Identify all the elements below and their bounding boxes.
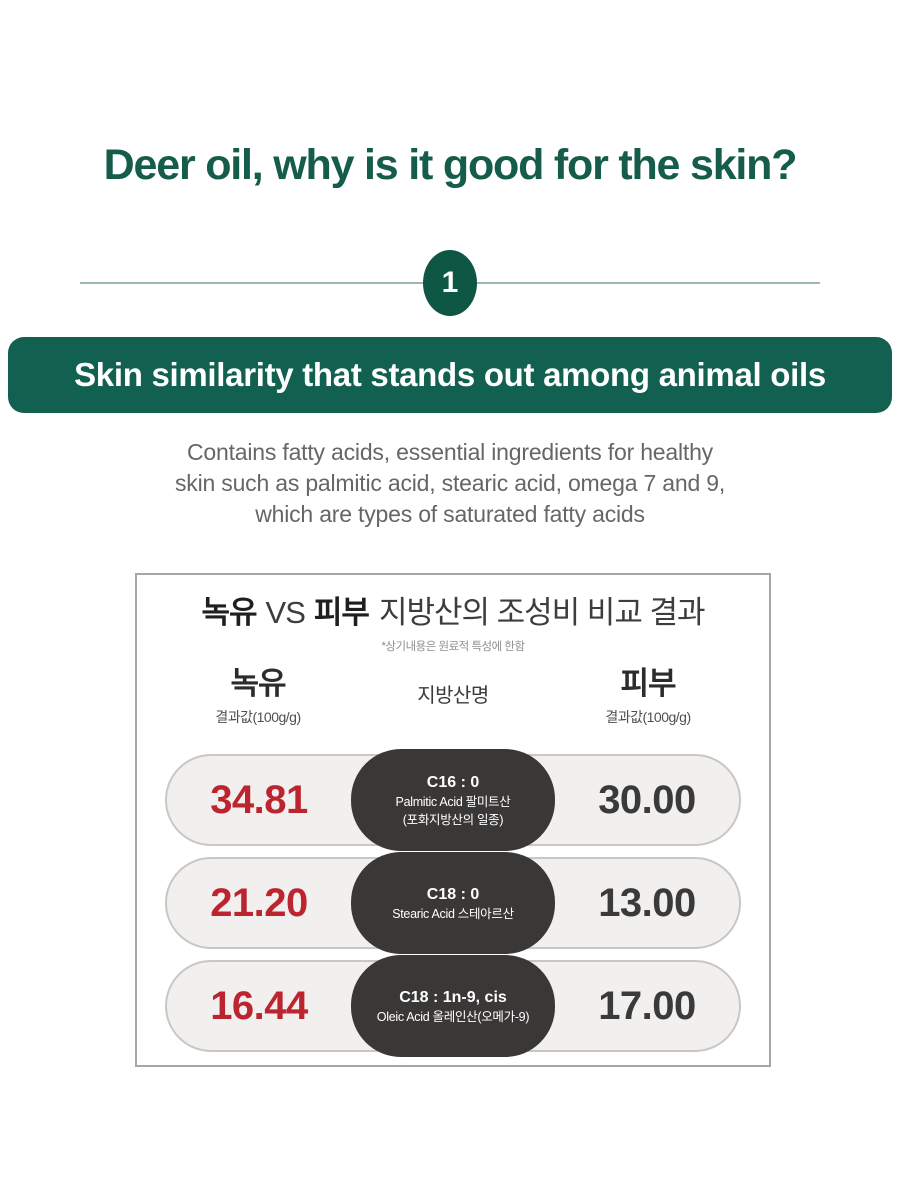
header-fatty-acid-title: 지방산명 [417, 685, 489, 707]
fatty-acid-code: C18 : 1n-9, cis [399, 988, 507, 1006]
skin-value: 17.00 [598, 983, 696, 1028]
fatty-acid-pill: C16 : 0 Palmitic Acid 팔미트산 (포화지방산의 일종) [351, 749, 555, 851]
table-title-rest: 지방산의 조성비 비교 결과 [378, 595, 706, 630]
fatty-acid-pill: C18 : 0 Stearic Acid 스테아르산 [351, 852, 555, 954]
table-footnote: *상기내용은 원료적 특성에 한함 [381, 641, 525, 653]
fatty-acid-name: Oleic Acid 올레인산(오메가-9) [376, 1009, 530, 1024]
header-deer-oil-subtitle: 결과값(100g/g) [215, 709, 301, 725]
table-row: 34.81 C16 : 0 Palmitic Acid 팔미트산 (포화지방산의… [165, 749, 741, 851]
header-fatty-acid-column: 지방산명 [351, 666, 555, 708]
header-skin-subtitle: 결과값(100g/g) [605, 709, 691, 725]
header-skin-title: 피부 [620, 666, 676, 701]
deer-oil-value: 34.81 [210, 777, 308, 822]
deer-oil-value: 21.20 [210, 880, 308, 925]
comparison-table-card: 녹유 VS 피부 지방산의 조성비 비교 결과 *상기내용은 원료적 특성에 한함 녹… [135, 573, 771, 1067]
header-deer-oil-column: 녹유 결과값(100g/g) [165, 666, 351, 727]
section-banner-text: Skin similarity that stands out among an… [74, 356, 826, 393]
section-description: Contains fatty acids, essential ingredie… [0, 437, 900, 530]
header-skin-column: 피부 결과값(100g/g) [555, 666, 741, 727]
section-divider: 1 [0, 250, 900, 316]
table-title-skin: 피부 [313, 595, 370, 630]
section-banner: Skin similarity that stands out among an… [8, 337, 892, 413]
table-row: 21.20 C18 : 0 Stearic Acid 스테아르산 13.00 [165, 852, 741, 954]
fatty-acid-code: C16 : 0 [426, 773, 480, 791]
table-title-vs: VS [265, 595, 306, 630]
table-title: 녹유 VS 피부 지방산의 조성비 비교 결과 [137, 594, 769, 632]
skin-value: 13.00 [598, 880, 696, 925]
section-number-badge: 1 [423, 250, 477, 316]
description-line: which are types of saturated fatty acids [255, 501, 645, 527]
table-header-row: 녹유 결과값(100g/g) 지방산명 피부 결과값(100g/g) [137, 666, 769, 727]
fatty-acid-pill: C18 : 1n-9, cis Oleic Acid 올레인산(오메가-9) [351, 955, 555, 1057]
fatty-acid-note: (포화지방산의 일종) [402, 812, 504, 827]
fatty-acid-code: C18 : 0 [426, 885, 480, 903]
description-line: Contains fatty acids, essential ingredie… [187, 439, 713, 465]
fatty-acid-name: Palmitic Acid 팔미트산 [395, 794, 511, 809]
skin-value: 30.00 [598, 777, 696, 822]
page-title: Deer oil, why is it good for the skin? [103, 141, 798, 189]
section-number: 1 [441, 266, 459, 299]
fatty-acid-name: Stearic Acid 스테아르산 [392, 906, 514, 921]
deer-oil-value: 16.44 [210, 983, 308, 1028]
table-title-deer-oil: 녹유 [201, 595, 257, 630]
table-row: 16.44 C18 : 1n-9, cis Oleic Acid 올레인산(오메… [165, 955, 741, 1057]
header-deer-oil-title: 녹유 [230, 666, 286, 701]
table-rows: 34.81 C16 : 0 Palmitic Acid 팔미트산 (포화지방산의… [137, 749, 769, 1057]
description-line: skin such as palmitic acid, stearic acid… [174, 470, 726, 496]
